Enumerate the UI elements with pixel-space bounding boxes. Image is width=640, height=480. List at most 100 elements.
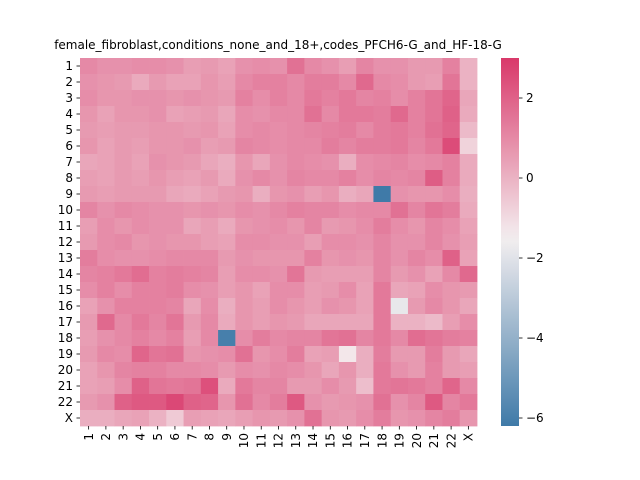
heatmap-cell-2-18 [373,74,392,91]
heatmap-cell-19-6 [166,346,184,363]
heatmap-cell-3-1 [80,90,98,107]
heatmap-cell-19-15 [321,346,340,363]
heatmap-cell-8-20 [407,170,426,187]
heatmap-cell-20-3 [114,362,133,379]
heatmap-cell-6-3 [114,138,133,155]
heatmap-cell-22-1 [80,394,98,411]
heatmap-cell-8-16 [338,170,357,187]
heatmap-cell-6-7 [183,138,202,155]
heatmap-cell-13-9 [218,250,236,267]
heatmap-cell-15-14 [304,282,323,299]
heatmap-cell-5-21 [425,122,443,139]
heatmap-cell-7-13 [287,154,305,171]
heatmap-cell-8-5 [149,170,167,187]
heatmap-cell-4-11 [252,106,271,123]
heatmap-cell-22-9 [218,394,236,411]
heatmap-cell-12-10 [235,234,254,251]
heatmap-cell-21-3 [114,378,133,395]
heatmap-cell-3-11 [252,90,271,107]
y-tick-label: 18 [58,331,73,345]
heatmap-cell-15-19 [390,282,409,299]
heatmap-cell-16-14 [304,298,323,315]
heatmap-cell-8-12 [269,170,288,187]
heatmap-cell-22-2 [97,394,115,411]
heatmap-cell-20-5 [149,362,167,379]
heatmap-cell-21-21 [425,378,443,395]
heatmap-cell-14-X [459,266,478,283]
heatmap-cell-6-19 [390,138,409,155]
heatmap-cell-17-6 [166,314,184,331]
y-tick-label: 22 [58,395,73,409]
heatmap-cell-19-X [459,346,478,363]
heatmap-cell-17-14 [304,314,323,331]
heatmap-cell-17-5 [149,314,167,331]
heatmap-cell-19-13 [287,346,305,363]
heatmap-cell-18-17 [356,330,374,347]
heatmap-cell-9-12 [269,186,288,203]
heatmap-cell-9-19 [390,186,409,203]
heatmap-cell-4-6 [166,106,184,123]
heatmap-cell-1-6 [166,58,184,75]
heatmap-cell-19-22 [442,346,461,363]
heatmap-cell-20-6 [166,362,184,379]
heatmap-cell-15-17 [356,282,374,299]
heatmap-cell-15-9 [218,282,236,299]
x-tick-label: 20 [410,433,424,448]
heatmap-cell-2-19 [390,74,409,91]
heatmap-cell-3-2 [97,90,115,107]
x-tick-label: 2 [99,433,113,441]
heatmap-cell-13-10 [235,250,254,267]
heatmap-cell-21-20 [407,378,426,395]
heatmap-cell-15-20 [407,282,426,299]
heatmap-cell-9-15 [321,186,340,203]
heatmap-cell-17-22 [442,314,461,331]
heatmap-cell-16-19 [390,298,409,315]
heatmap-cell-4-1 [80,106,98,123]
heatmap-cell-20-18 [373,362,392,379]
heatmap-cell-X-22 [442,410,461,427]
heatmap-cell-21-8 [200,378,219,395]
heatmap-cell-13-6 [166,250,184,267]
y-tick-label: 5 [65,123,73,137]
heatmap-cell-X-7 [183,410,202,427]
heatmap-cell-16-5 [149,298,167,315]
heatmap-cell-9-18 [373,186,392,203]
heatmap-cell-18-3 [114,330,133,347]
heatmap-cell-21-7 [183,378,202,395]
heatmap-cell-18-8 [200,330,219,347]
heatmap-cell-16-15 [321,298,340,315]
heatmap-cell-7-20 [407,154,426,171]
heatmap-cell-14-22 [442,266,461,283]
heatmap-cell-2-1 [80,74,98,91]
heatmap-cell-13-14 [304,250,323,267]
heatmap-cell-18-16 [338,330,357,347]
heatmap-cell-17-18 [373,314,392,331]
heatmap-cell-22-7 [183,394,202,411]
heatmap-cell-14-12 [269,266,288,283]
heatmap-cell-16-1 [80,298,98,315]
heatmap-cell-18-15 [321,330,340,347]
x-tick-label: 4 [134,433,148,441]
heatmap-cell-15-1 [80,282,98,299]
heatmap-cell-10-5 [149,202,167,219]
heatmap-cell-6-12 [269,138,288,155]
heatmap-cell-14-13 [287,266,305,283]
heatmap-cell-19-16 [338,346,357,363]
heatmap-cell-18-7 [183,330,202,347]
heatmap-cell-16-9 [218,298,236,315]
heatmap-cell-12-13 [287,234,305,251]
heatmap-cell-9-3 [114,186,133,203]
heatmap-cell-22-16 [338,394,357,411]
heatmap-cell-6-9 [218,138,236,155]
heatmap-cell-10-9 [218,202,236,219]
heatmap-cell-11-15 [321,218,340,235]
heatmap-cell-1-16 [338,58,357,75]
heatmap-cell-4-12 [269,106,288,123]
heatmap-cell-17-15 [321,314,340,331]
heatmap-cell-16-11 [252,298,271,315]
heatmap-cell-20-11 [252,362,271,379]
heatmap-cell-10-16 [338,202,357,219]
heatmap-cell-7-5 [149,154,167,171]
heatmap-cell-8-X [459,170,478,187]
heatmap-cell-11-X [459,218,478,235]
